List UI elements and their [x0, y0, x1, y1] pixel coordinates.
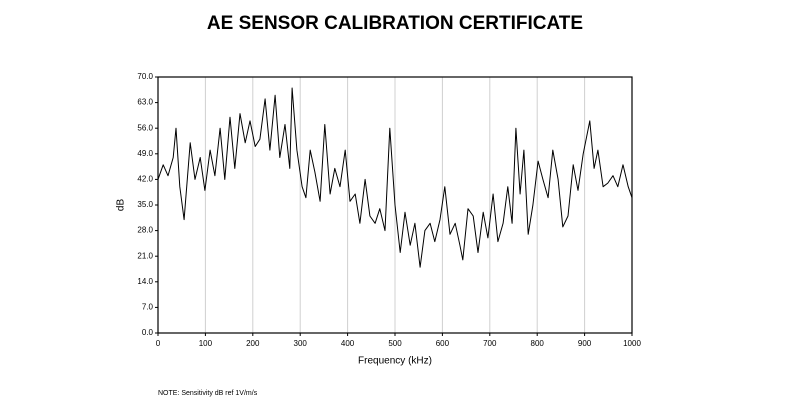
- note: NOTE: Sensitivity dB ref 1V/m/s: [158, 390, 258, 397]
- y-tick-label: 14.0: [137, 277, 153, 286]
- x-tick-label: 800: [531, 339, 545, 348]
- y-tick-label: 56.0: [137, 123, 153, 132]
- x-tick-label: 300: [294, 339, 308, 348]
- x-tick-label: 100: [199, 339, 213, 348]
- chart-title: AE SENSOR CALIBRATION CERTIFICATE: [207, 13, 583, 34]
- x-tick-label: 600: [436, 339, 450, 348]
- x-tick-label: 200: [246, 339, 260, 348]
- x-tick-label: 400: [341, 339, 355, 348]
- y-tick-label: 70.0: [137, 72, 153, 81]
- x-tick-label: 500: [388, 339, 402, 348]
- plot-frame: [157, 76, 633, 334]
- x-tick-label: 700: [483, 339, 497, 348]
- x-tick-label: 1000: [623, 339, 641, 348]
- y-tick-label: 0.0: [142, 328, 154, 337]
- data-line: [157, 87, 633, 268]
- y-tick-label: 63.0: [137, 98, 153, 107]
- y-tick-label: 7.0: [142, 303, 154, 312]
- y-tick-label: 49.0: [137, 149, 153, 158]
- y-tick-label: 21.0: [137, 251, 153, 260]
- y-tick-label: 35.0: [137, 200, 153, 209]
- x-axis-label: Frequency (kHz): [358, 356, 432, 367]
- y-axis-label: dB: [116, 199, 127, 212]
- y-tick-label: 42.0: [137, 175, 153, 184]
- y-tick-label: 28.0: [137, 226, 153, 235]
- x-tick-label: 900: [578, 339, 592, 348]
- x-tick-label: 0: [156, 339, 161, 348]
